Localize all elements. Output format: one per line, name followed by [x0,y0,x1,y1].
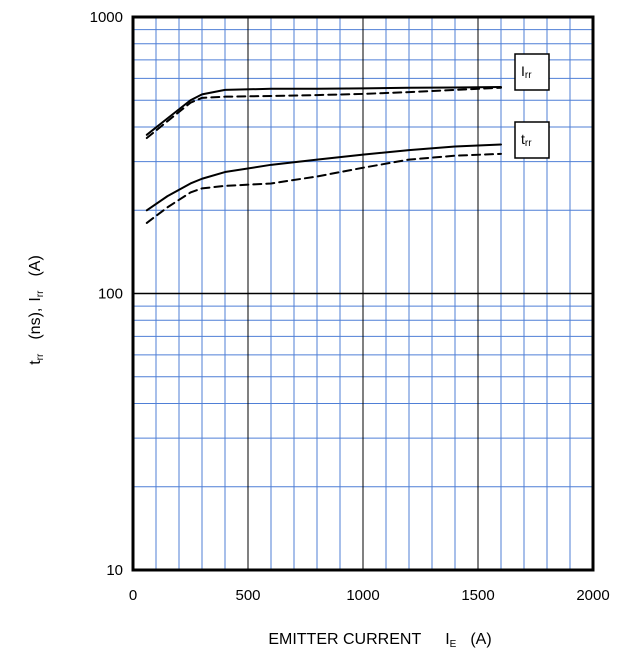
x-tick-label: 1500 [461,587,494,604]
legend-irr-symbol: I [521,63,525,79]
legend-trr: trr [514,121,550,159]
major-grid [133,17,593,570]
y-axis-label-t-sub: rr [35,353,46,360]
series-line-trr-dashed [145,152,502,224]
y-tick-label: 100 [98,286,123,303]
x-axis-label: EMITTER CURRENT IE (A) [268,631,491,650]
x-axis-label-main: EMITTER CURRENT [268,631,421,648]
y-axis-label-i-symbol: I [27,297,44,301]
series-line-irr-dashed [145,86,502,140]
plot-frame [131,15,595,572]
x-axis-label-symbol: I [445,631,449,648]
x-axis-label-sub: E [450,639,457,650]
x-axis-label-unit: (A) [470,631,491,648]
x-tick-label: 500 [235,587,260,604]
legend-irr-box [514,53,550,91]
x-tick-label: 1000 [346,587,379,604]
series-line-irr-solid [145,86,502,136]
series-layer [145,86,502,224]
y-tick-label: 1000 [90,9,123,26]
y-tick-label: 10 [106,562,123,579]
legend-irr-sub: rr [525,70,532,81]
series-line-trr-solid [145,143,502,212]
legend-trr-label: trr [521,131,532,149]
y-axis-label-t-unit: (ns), [27,308,44,340]
x-tick-label: 2000 [576,587,609,604]
legend-irr: Irr [514,53,550,91]
y-axis-label-t-symbol: t [27,360,44,365]
y-axis-label: trr(ns),Irr(A) [27,255,46,365]
legend-trr-symbol: t [521,131,525,147]
legend-trr-box [514,121,550,159]
x-tick-label: 0 [129,587,137,604]
y-axis-label-i-sub: rr [35,290,46,297]
y-axis-label-i-unit: (A) [27,255,44,276]
y-tick-labels: 10 100 1000 [90,9,123,579]
legend-trr-sub: rr [525,138,532,149]
x-tick-labels: 0 500 1000 1500 2000 [129,587,610,604]
legend-irr-label: Irr [521,63,532,81]
